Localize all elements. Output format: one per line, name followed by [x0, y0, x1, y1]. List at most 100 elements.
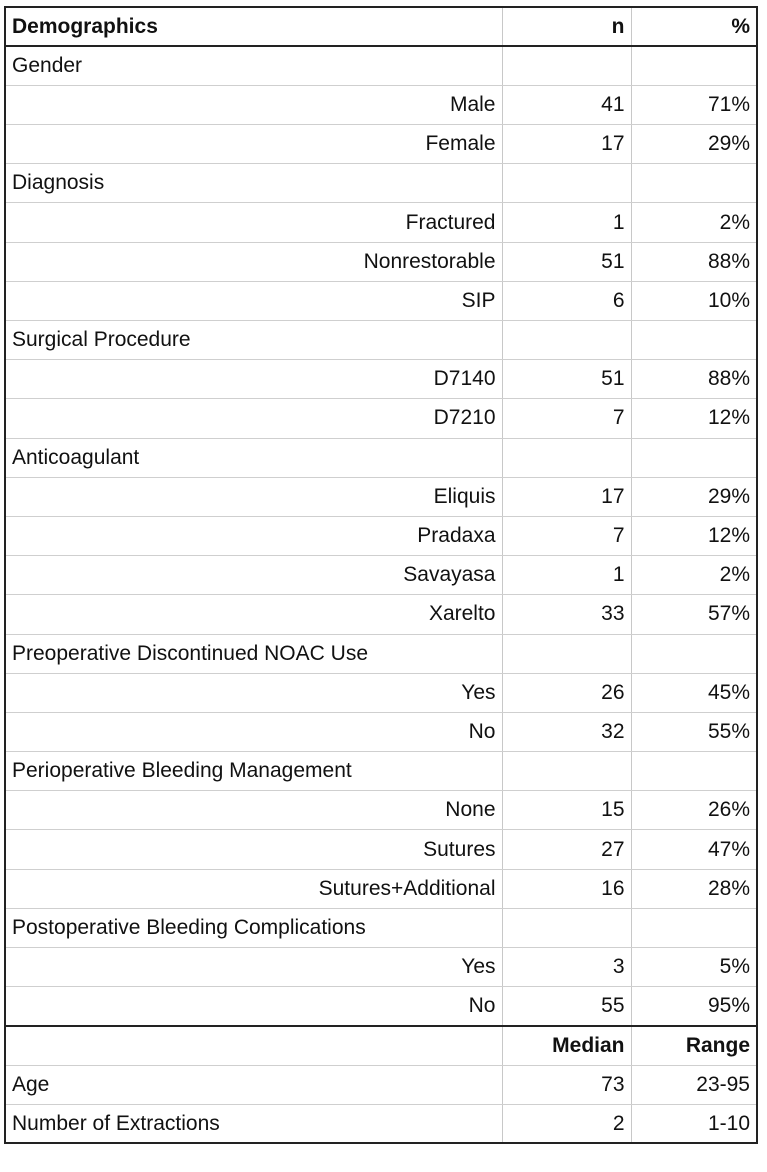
row-label: Male [4, 85, 503, 126]
row-label: Sutures+Additional [4, 869, 503, 909]
row-pct: 12% [630, 398, 758, 439]
row-label: SIP [4, 281, 503, 322]
row-n: 6 [501, 281, 632, 322]
stat-range: 23-95 [630, 1065, 758, 1105]
table-row: Savayasa 1 2% [4, 555, 758, 596]
row-label: Savayasa [4, 555, 503, 596]
group-label: Perioperative Bleeding Management [4, 751, 503, 792]
row-pct: 29% [630, 124, 758, 165]
group-row: Anticoagulant [4, 438, 758, 478]
row-pct: 88% [630, 242, 758, 282]
row-label: None [4, 790, 503, 831]
stats-row: Number of Extractions 2 1-10 [4, 1104, 758, 1145]
row-pct: 26% [630, 790, 758, 831]
table-row: Pradaxa 7 12% [4, 516, 758, 557]
stat-range: 1-10 [630, 1104, 758, 1145]
row-n: 1 [501, 555, 632, 596]
row-pct: 28% [630, 869, 758, 909]
row-pct: 2% [630, 555, 758, 596]
row-label: D7140 [4, 359, 503, 400]
row-n: 7 [501, 516, 632, 557]
row-label: Fractured [4, 202, 503, 243]
row-label: No [4, 712, 503, 753]
group-label: Surgical Procedure [4, 320, 503, 361]
stat-median: 2 [501, 1104, 632, 1145]
table-row: Sutures 27 47% [4, 829, 758, 870]
group-label: Diagnosis [4, 163, 503, 204]
row-n: 51 [501, 242, 632, 282]
stat-median: 73 [501, 1065, 632, 1105]
row-label: Pradaxa [4, 516, 503, 557]
row-n: 3 [501, 947, 632, 988]
row-pct: 2% [630, 202, 758, 243]
group-row: Preoperative Discontinued NOAC Use [4, 634, 758, 674]
row-pct: 5% [630, 947, 758, 988]
row-n: 27 [501, 829, 632, 870]
row-label: Sutures [4, 829, 503, 870]
table-row: D7210 7 12% [4, 398, 758, 439]
group-label: Preoperative Discontinued NOAC Use [4, 634, 503, 674]
demographics-table: Demographics n % Gender Male 41 71% Fema… [4, 5, 758, 1145]
group-label: Gender [4, 46, 503, 86]
stat-label: Number of Extractions [4, 1104, 503, 1145]
row-n: 51 [501, 359, 632, 400]
row-n: 17 [501, 477, 632, 517]
table-row: Female 17 29% [4, 124, 758, 165]
table-row: D7140 51 88% [4, 359, 758, 400]
row-n: 55 [501, 986, 632, 1027]
row-pct: 10% [630, 281, 758, 322]
row-n: 7 [501, 398, 632, 439]
table-row: SIP 6 10% [4, 281, 758, 322]
row-label: No [4, 986, 503, 1027]
row-label: D7210 [4, 398, 503, 439]
header-title: Demographics [4, 5, 503, 48]
group-row: Postoperative Bleeding Complications [4, 908, 758, 949]
table-row: Eliquis 17 29% [4, 477, 758, 517]
row-pct: 88% [630, 359, 758, 400]
table-row: Yes 26 45% [4, 673, 758, 713]
row-n: 32 [501, 712, 632, 753]
row-label: Eliquis [4, 477, 503, 517]
row-n: 33 [501, 594, 632, 635]
header-row: Demographics n % [4, 5, 758, 48]
row-n: 1 [501, 202, 632, 243]
group-row: Surgical Procedure [4, 320, 758, 361]
row-pct: 71% [630, 85, 758, 126]
row-label: Yes [4, 947, 503, 988]
row-pct: 57% [630, 594, 758, 635]
row-pct: 47% [630, 829, 758, 870]
group-label: Anticoagulant [4, 438, 503, 478]
header-pct: % [630, 5, 758, 48]
header-range: Range [630, 1025, 758, 1066]
group-row: Diagnosis [4, 163, 758, 204]
row-n: 16 [501, 869, 632, 909]
table-row: Fractured 1 2% [4, 202, 758, 243]
demographics-table-container: Demographics n % Gender Male 41 71% Fema… [4, 5, 758, 1145]
header-n: n [501, 5, 632, 48]
group-row: Gender [4, 46, 758, 86]
stats-header-row: Median Range [4, 1025, 758, 1066]
table-row: No 55 95% [4, 986, 758, 1027]
stats-row: Age 73 23-95 [4, 1065, 758, 1105]
table-row: Xarelto 33 57% [4, 594, 758, 635]
row-label: Female [4, 124, 503, 165]
row-n: 17 [501, 124, 632, 165]
table-row: No 32 55% [4, 712, 758, 753]
row-pct: 95% [630, 986, 758, 1027]
row-pct: 55% [630, 712, 758, 753]
group-label: Postoperative Bleeding Complications [4, 908, 503, 949]
row-pct: 29% [630, 477, 758, 517]
row-pct: 12% [630, 516, 758, 557]
row-n: 26 [501, 673, 632, 713]
group-row: Perioperative Bleeding Management [4, 751, 758, 792]
row-pct: 45% [630, 673, 758, 713]
stat-label: Age [4, 1065, 503, 1105]
row-label: Yes [4, 673, 503, 713]
row-n: 41 [501, 85, 632, 126]
table-row: Yes 3 5% [4, 947, 758, 988]
header-median: Median [501, 1025, 632, 1066]
table-row: None 15 26% [4, 790, 758, 831]
table-row: Male 41 71% [4, 85, 758, 126]
row-label: Xarelto [4, 594, 503, 635]
table-row: Nonrestorable 51 88% [4, 242, 758, 282]
